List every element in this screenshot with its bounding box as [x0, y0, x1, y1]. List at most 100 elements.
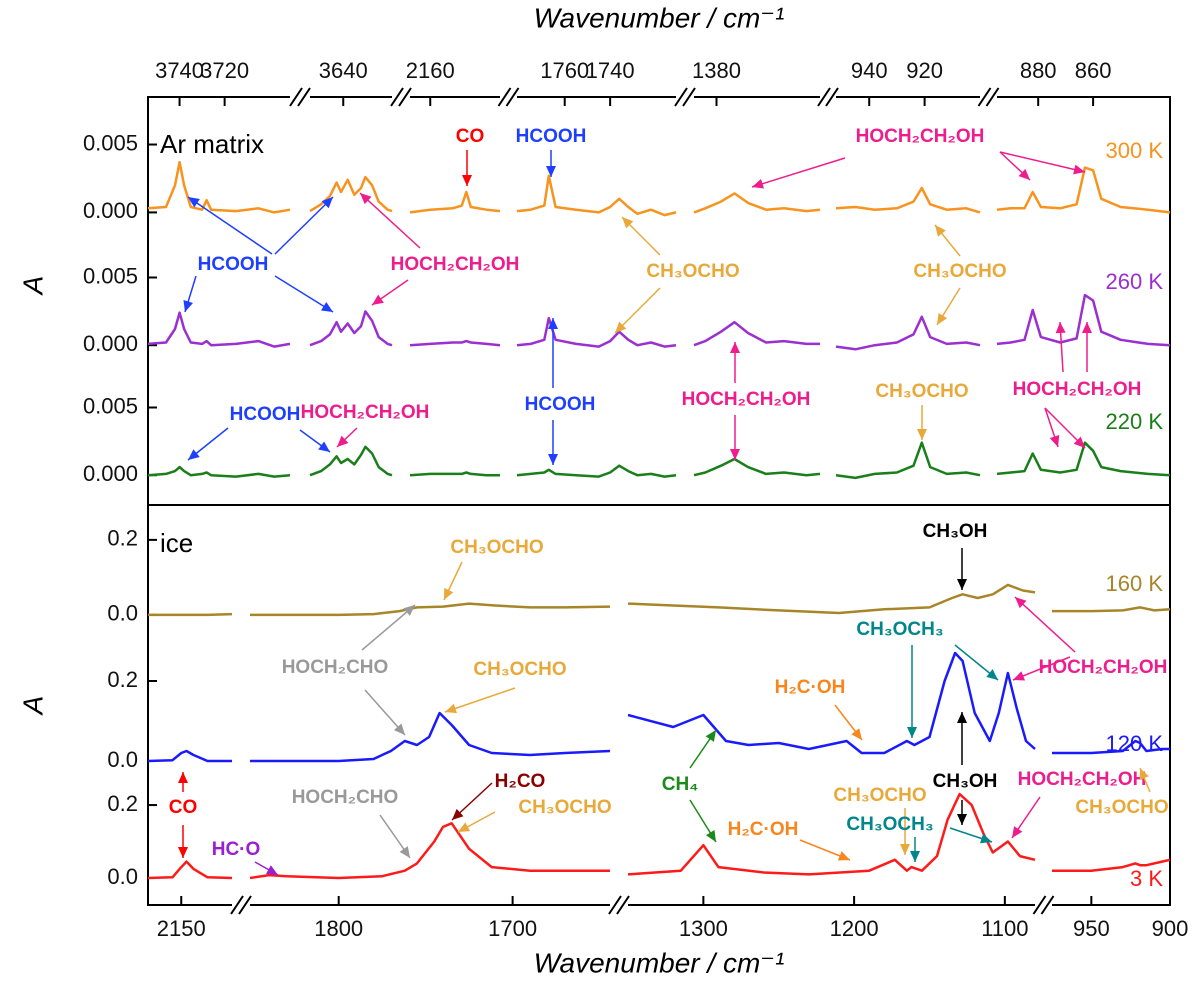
y-tick-label: 0.2 — [107, 791, 138, 816]
x-tick-label: 1200 — [830, 916, 879, 941]
x-tick-label: 1100 — [981, 916, 1028, 941]
arrow-head — [548, 318, 558, 329]
arrow-head — [979, 833, 992, 844]
series-label: 3 K — [1130, 866, 1163, 891]
spectrum-line — [693, 320, 820, 347]
x-tick-label: 1380 — [692, 58, 741, 83]
arrow-head — [178, 772, 188, 783]
arrow-head — [399, 846, 410, 858]
annotation: HC·O — [212, 839, 261, 860]
annotation: CH₃OCHO — [518, 797, 611, 818]
arrow-head — [910, 851, 920, 862]
axis-break — [297, 87, 311, 107]
arrow-head — [900, 844, 910, 855]
arrow-head — [178, 847, 188, 858]
annotation: HCOOH — [198, 254, 269, 275]
arrow-head — [337, 435, 349, 447]
annotation: CH₃OCHO — [833, 785, 926, 806]
arrow-head — [360, 193, 372, 205]
annotation: HOCH₂CH₂OH — [682, 389, 811, 410]
arrow-head — [318, 441, 330, 452]
arrow-head — [937, 313, 948, 325]
axis-break — [238, 895, 252, 915]
x-tick-label: 1740 — [586, 58, 635, 83]
annotation: HOCH₂CH₂OH — [856, 126, 985, 147]
axis-break — [505, 87, 520, 107]
x-tick-label: 3640 — [319, 58, 368, 83]
spectrum-line — [835, 186, 981, 214]
axis-break — [497, 87, 512, 107]
arrow-shaft — [444, 687, 516, 713]
y-tick-label: 0.000 — [83, 198, 138, 223]
y-tick-label: 0.005 — [83, 130, 138, 155]
arrow-head — [265, 865, 278, 875]
annotation: CH₄ — [662, 774, 699, 795]
spectrum-line — [147, 311, 291, 348]
arrow-head — [837, 851, 850, 861]
annotation: CO — [169, 797, 198, 818]
spectrum-line — [693, 457, 821, 477]
annotation: HOCH₂CH₂OH — [1013, 379, 1142, 400]
spectrum-line — [627, 792, 1036, 876]
arrow-shaft — [359, 192, 421, 249]
x-tick-label: 1800 — [314, 916, 363, 941]
arrow-head — [444, 587, 454, 600]
frame — [147, 96, 1171, 906]
arrow-shaft — [274, 196, 334, 255]
arrow-head — [851, 728, 862, 740]
arrow-head — [546, 166, 556, 177]
arrow-head — [1073, 436, 1085, 448]
annotation: CH₃OCHO — [450, 537, 543, 558]
spectrum-line — [996, 293, 1171, 347]
y-axis-title: A — [17, 276, 48, 297]
arrow-head — [321, 197, 333, 209]
arrow-head — [1015, 597, 1027, 609]
spectrum-line — [409, 190, 501, 214]
annotation: HOCH₂CH₂OH — [1018, 769, 1147, 790]
axis-break — [817, 87, 831, 107]
annotation: H₂C·OH — [728, 819, 799, 840]
spectrum-line — [409, 471, 500, 477]
annotation: HOCH₂CHO — [292, 787, 399, 808]
spectrum-line — [147, 465, 291, 478]
spectrum-line — [516, 316, 677, 348]
annotation: HOCH₂CHO — [282, 657, 389, 678]
x-tick-label: 3720 — [200, 58, 249, 83]
spectrum-line — [1052, 606, 1171, 613]
axis-break — [1032, 895, 1047, 915]
series-label: 300 K — [1106, 138, 1164, 163]
spectrum-line — [996, 441, 1171, 477]
arrow-head — [730, 449, 740, 460]
arrow-head — [622, 217, 634, 229]
x-tick-label: 1300 — [679, 916, 728, 941]
arrow-head — [1018, 168, 1030, 180]
axis-break — [289, 87, 303, 107]
spectrum-line — [693, 192, 821, 214]
axis-break — [398, 87, 412, 107]
y-tick-label: 0.2 — [107, 526, 138, 551]
annotation: HCOOH — [230, 404, 301, 425]
spectrum-line — [835, 315, 981, 351]
arrow-shaft — [1014, 596, 1076, 653]
y-tick-label: 0.0 — [107, 601, 138, 626]
spectrum-line — [627, 651, 1036, 755]
arrow-head — [1139, 768, 1149, 781]
arrow-head — [403, 605, 415, 616]
spectrum-line — [148, 612, 233, 617]
arrow-shaft — [751, 157, 846, 188]
arrow-head — [1012, 826, 1023, 838]
arrow-head — [548, 454, 558, 465]
x-tick-label: 940 — [851, 58, 888, 83]
annotation: CH₃OCH₃ — [846, 814, 933, 835]
spectrum-line — [147, 160, 291, 214]
y-tick-label: 0.005 — [83, 393, 138, 418]
annotation: CH₃OCH₃ — [856, 619, 943, 640]
annotation: CO — [456, 126, 485, 147]
arrow-head — [458, 822, 471, 832]
annotation: CH₃OCHO — [913, 261, 1006, 282]
axis-break — [230, 895, 244, 915]
axis-break — [1040, 895, 1055, 915]
top-axis-title: Wavenumber / cm⁻¹ — [534, 2, 785, 33]
spectrum-line — [309, 310, 393, 347]
